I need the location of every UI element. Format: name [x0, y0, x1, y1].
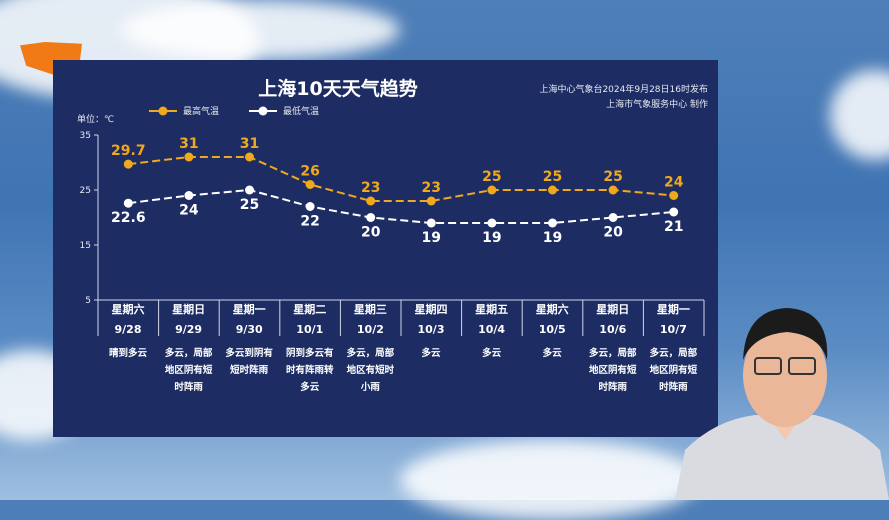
- data-point: [184, 152, 194, 162]
- data-point: [305, 180, 315, 189]
- y-tick-label: 35: [80, 131, 91, 141]
- data-point: [245, 152, 254, 162]
- date: 10/4: [478, 323, 506, 336]
- data-point: [123, 159, 133, 169]
- data-label: 19: [422, 230, 441, 246]
- weekday: 星期一: [656, 303, 690, 316]
- weekday: 星期日: [596, 303, 630, 316]
- day-header: 星期日 9/29: [159, 300, 219, 340]
- day-header: 星期二 10/1: [280, 300, 340, 340]
- data-label: 20: [361, 225, 381, 241]
- weather-description: 多云，局部地区有短时小雨: [346, 348, 395, 393]
- chart-title: 上海10天天气趋势: [258, 78, 418, 100]
- data-point: [487, 185, 497, 195]
- date: 10/5: [538, 323, 566, 336]
- producer-line: 上海市气象服务中心 制作: [606, 100, 708, 110]
- data-point: [669, 191, 679, 200]
- weekday: 星期六: [111, 303, 145, 316]
- temperature-chart: 5 15 25 35 29.7 31 31 26 23 23 25 25 25 24 22.6 24 25 22 2…: [80, 131, 705, 336]
- weather-description: 多云，局部地区阴有短时阵雨: [164, 348, 213, 393]
- day-header: 星期一 9/30: [219, 300, 279, 340]
- legend-high-label: 最高气温: [183, 107, 220, 117]
- data-point: [487, 218, 497, 228]
- data-point: [608, 185, 618, 195]
- date: 10/1: [296, 323, 324, 336]
- day-header: 星期一 10/7: [643, 300, 703, 340]
- data-label: 22.6: [111, 210, 146, 226]
- weather-description: 多云到阴有短时阵雨: [225, 348, 273, 376]
- data-label: 25: [240, 197, 259, 213]
- data-label: 31: [240, 136, 259, 152]
- day-header: 星期三 10/2: [340, 300, 400, 340]
- weather-description: 晴到多云: [108, 348, 147, 359]
- data-label: 25: [543, 169, 562, 185]
- y-tick-label: 25: [80, 186, 91, 196]
- weekday: 星期三: [353, 303, 387, 316]
- data-label: 24: [664, 175, 684, 191]
- data-label: 19: [543, 230, 562, 246]
- source-line: 上海中心气象台2024年9月28日16时发布: [539, 85, 708, 95]
- data-point: [426, 218, 436, 228]
- data-label: 23: [422, 180, 441, 196]
- data-label: 23: [361, 180, 380, 196]
- weather-description: 多云: [482, 348, 502, 359]
- data-point: [426, 196, 436, 206]
- weekday: 星期日: [172, 303, 206, 316]
- date: 10/2: [356, 323, 384, 336]
- weather-description: 多云: [542, 348, 562, 359]
- date: 9/28: [114, 323, 142, 336]
- series-line-low: [128, 188, 674, 224]
- data-point: [123, 198, 133, 208]
- data-label: 24: [179, 203, 199, 219]
- data-label: 29.7: [111, 143, 146, 159]
- presenter: [675, 308, 889, 500]
- day-header: 星期日 10/6: [583, 300, 643, 340]
- data-point: [184, 191, 194, 200]
- y-tick-label: 15: [80, 241, 91, 251]
- weather-description: 多云，局部地区阴有短时阵雨: [589, 348, 637, 393]
- weekday: 星期二: [293, 303, 327, 316]
- data-point: [548, 218, 557, 228]
- forecast-panel: 上海10天天气趋势 上海中心气象台2024年9月28日16时发布 上海市气象服务…: [53, 60, 718, 437]
- day-header: 星期五 10/4: [462, 300, 522, 340]
- data-point: [548, 185, 557, 195]
- legend-low-label: 最低气温: [283, 107, 320, 117]
- data-label: 19: [482, 230, 501, 246]
- data-point: [366, 213, 376, 222]
- weather-description: 阴到多云有时有阵雨转多云: [286, 348, 334, 393]
- date: 10/7: [659, 323, 687, 336]
- data-point: [608, 213, 618, 222]
- weekday: 星期五: [475, 303, 509, 316]
- day-header: 星期六 9/28: [98, 300, 158, 340]
- day-header: 星期六 10/5: [522, 300, 582, 340]
- data-label: 20: [603, 225, 623, 241]
- legend-high: 最高气温: [149, 104, 219, 117]
- data-point: [305, 202, 315, 211]
- weekday: 星期六: [535, 303, 569, 316]
- legend-low: 最低气温: [249, 104, 319, 117]
- data-label: 31: [179, 136, 198, 152]
- data-label: 26: [300, 164, 319, 180]
- day-header: 星期四 10/3: [401, 300, 461, 340]
- data-label: 21: [664, 219, 683, 235]
- y-tick-label: 5: [85, 296, 91, 306]
- data-point: [669, 207, 679, 217]
- date: 9/30: [235, 323, 263, 336]
- data-label: 22: [300, 214, 319, 230]
- date: 10/6: [599, 323, 627, 336]
- weekday: 星期四: [414, 303, 448, 316]
- weather-description: 多云: [421, 348, 441, 359]
- unit-label: 单位：℃: [77, 115, 115, 125]
- data-point: [245, 185, 254, 195]
- date: 10/3: [417, 323, 445, 336]
- data-point: [366, 196, 376, 206]
- weekday: 星期一: [232, 303, 266, 316]
- data-label: 25: [603, 169, 622, 185]
- date: 9/29: [175, 323, 203, 336]
- weather-description: 多云，局部地区阴有短时阵雨: [649, 348, 698, 393]
- series-line-high: [128, 156, 674, 202]
- data-label: 25: [482, 169, 501, 185]
